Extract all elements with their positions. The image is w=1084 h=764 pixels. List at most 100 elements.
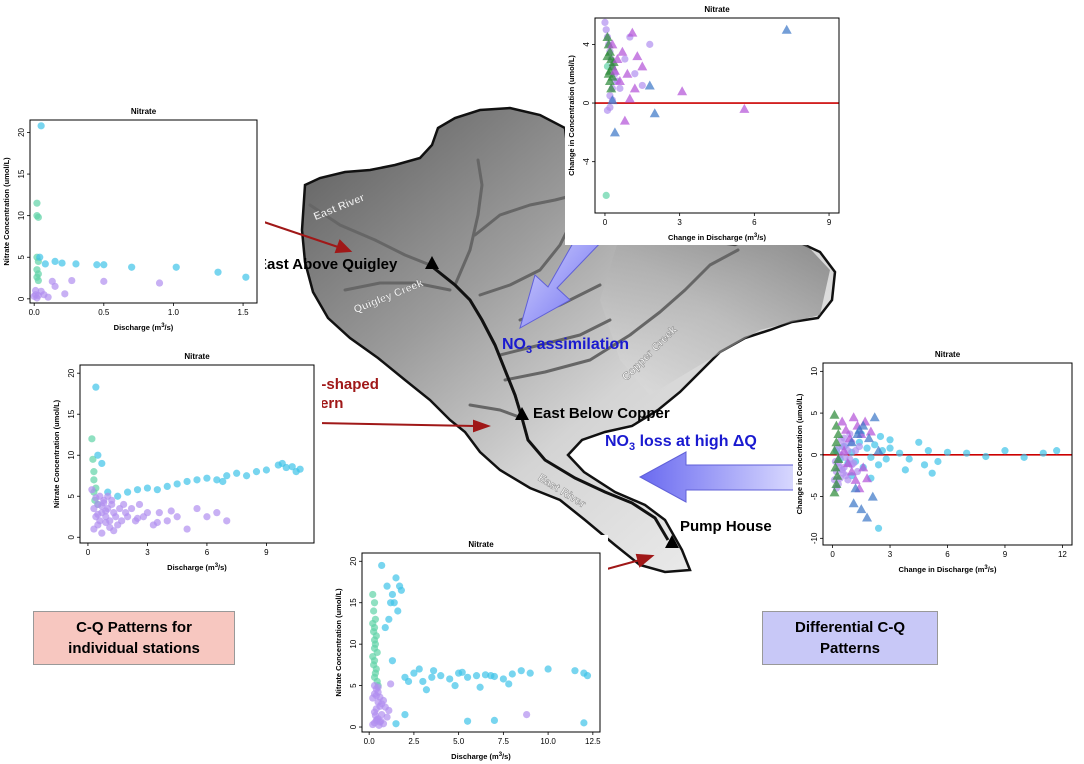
data-point (88, 486, 96, 494)
data-point-triangle (833, 428, 844, 438)
data-point (370, 607, 378, 615)
data-point (855, 442, 863, 451)
data-point (920, 461, 929, 469)
data-point-triangle (839, 445, 850, 455)
data-point-triangle (840, 424, 851, 434)
data-point-triangle (858, 462, 869, 472)
data-point (487, 672, 495, 680)
data-point-triangle (622, 68, 633, 78)
data-point (841, 453, 849, 461)
data-point (98, 529, 106, 537)
box-right-line2: Patterns (819, 640, 880, 657)
data-point (163, 482, 171, 491)
data-point (51, 282, 59, 290)
data-point (120, 500, 128, 509)
data-point (223, 517, 231, 525)
data-point (583, 672, 592, 680)
data-point (155, 279, 164, 287)
x-tick-label: 3 (677, 218, 682, 227)
data-point-triangle (602, 51, 613, 61)
y-tick-label: 10 (17, 211, 26, 220)
y-tick-label: 10 (349, 639, 358, 648)
data-point (58, 259, 66, 267)
data-point-triangle (829, 445, 840, 455)
y-axis-label: Nitrate Concentration (umol/L) (334, 588, 343, 697)
chart-title: Nitrate (704, 5, 730, 14)
data-point (242, 273, 250, 281)
data-point (193, 504, 201, 513)
data-point (183, 477, 191, 486)
data-point-triangle (846, 466, 857, 476)
data-point (296, 465, 304, 473)
chart-copper: Nitrate 0 3 6 9 0 5 10 15 20 Discharge (m3/s) Nitra… (50, 347, 322, 575)
data-point (837, 436, 845, 444)
data-point-triangle (644, 80, 655, 90)
y-tick-label: -4 (582, 158, 591, 166)
no3-loss-sub: 3 (629, 441, 636, 454)
station-label-copper: East Below Copper (533, 405, 670, 422)
data-point (839, 469, 847, 477)
data-point (422, 686, 431, 694)
data-point (874, 461, 883, 469)
data-point (167, 507, 175, 515)
y-axis-label: Nitrate Concentration (umol/L) (52, 399, 61, 508)
data-point (385, 615, 393, 623)
data-point (252, 468, 261, 476)
data-point-triangle (848, 412, 859, 422)
y-tick-label: 20 (67, 368, 76, 377)
x-tick-label: 6 (752, 218, 757, 227)
data-point (481, 671, 490, 679)
data-point (153, 486, 161, 494)
chart-diff-right: Nitrate 0 3 6 9 12 -10 -5 0 5 10 Change in Discharg… (793, 345, 1080, 577)
data-point-triangle (829, 487, 840, 497)
x-tick-label: 1.5 (238, 308, 250, 317)
data-point (571, 667, 579, 675)
data-point-triangle (842, 458, 853, 468)
no3-assim-suffix: assimilation (532, 336, 630, 353)
data-point (242, 472, 251, 480)
data-point (451, 681, 459, 690)
data-point (621, 55, 629, 63)
data-point (219, 477, 227, 486)
data-point (370, 636, 379, 644)
data-point (863, 444, 871, 452)
x-tick-label: 7.5 (498, 737, 510, 746)
data-point (415, 665, 423, 673)
plot-frame (361, 552, 601, 733)
data-point-triangle (607, 95, 618, 105)
data-point (876, 432, 885, 441)
data-point (369, 590, 377, 599)
data-point (98, 502, 106, 510)
data-point (378, 710, 386, 719)
data-point (428, 673, 436, 681)
data-point (90, 468, 98, 476)
data-point (110, 527, 118, 535)
x-tick-label: 1.0 (168, 308, 180, 317)
terrain-ridge (600, 235, 830, 395)
data-point (419, 677, 427, 686)
box-right-line1: Differential C-Q (794, 619, 905, 636)
data-point (924, 447, 932, 455)
y-axis-label: Nitrate Concentration (umol/L) (2, 157, 11, 266)
data-point (882, 455, 890, 463)
data-point-triangle (602, 32, 613, 42)
station-label-pump: Pump House (680, 518, 772, 535)
data-point-triangle (862, 473, 873, 483)
y-tick-label: 0 (582, 100, 591, 105)
data-point (472, 672, 481, 680)
data-point (387, 680, 395, 688)
x-tick-label: 9 (264, 548, 269, 557)
data-point-triangle (856, 504, 867, 514)
data-point-triangle (831, 437, 842, 447)
x-axis-label: Discharge (m3/s) (114, 323, 174, 332)
data-point (213, 509, 221, 517)
y-tick-label: 5 (67, 493, 76, 498)
data-point (874, 524, 883, 532)
data-point (616, 84, 624, 92)
y-tick-label: 5 (810, 410, 819, 415)
data-point (499, 675, 507, 683)
data-point (163, 517, 171, 525)
data-point (68, 276, 76, 285)
